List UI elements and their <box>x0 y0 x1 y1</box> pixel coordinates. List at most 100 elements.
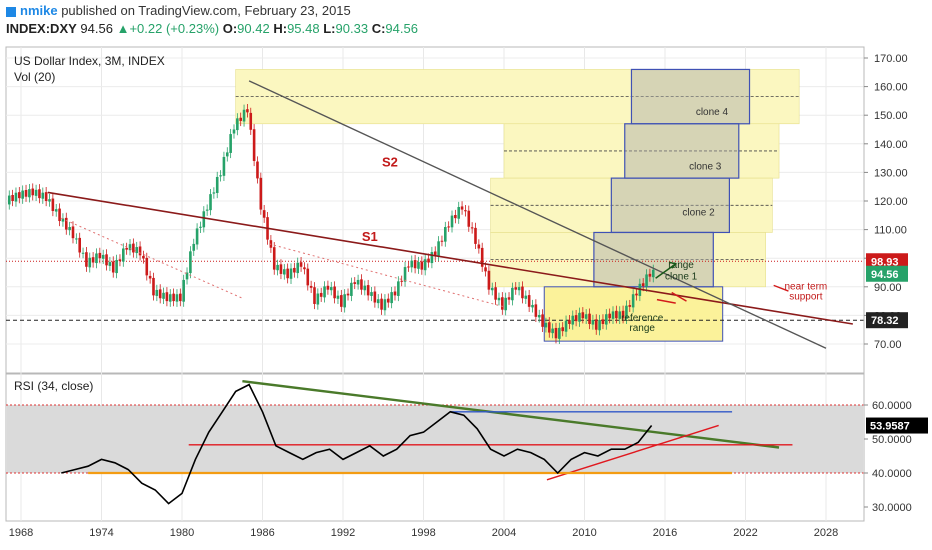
candle <box>440 240 444 242</box>
time-tick-label: 1986 <box>250 527 274 539</box>
candle <box>501 297 504 310</box>
candle <box>460 206 464 210</box>
candle <box>433 251 437 256</box>
candle <box>125 247 128 250</box>
candle <box>437 241 440 256</box>
candle <box>98 252 102 259</box>
time-tick-label: 2028 <box>814 527 838 539</box>
candle <box>209 194 212 211</box>
candle <box>551 328 554 334</box>
candle <box>625 305 628 319</box>
candle <box>303 267 306 270</box>
clone-2[interactable] <box>610 177 730 234</box>
up-arrow-icon <box>655 263 677 279</box>
time-tick-label: 2010 <box>572 527 596 539</box>
candle <box>283 269 286 275</box>
symbol-label[interactable]: INDEX:DXY <box>6 21 77 36</box>
candle <box>511 287 514 301</box>
candle <box>360 279 363 290</box>
candle <box>383 299 387 311</box>
price-badge <box>866 253 908 270</box>
candle <box>561 327 564 332</box>
candle <box>447 226 450 228</box>
candle <box>18 192 21 199</box>
candle <box>222 156 226 176</box>
candle <box>165 292 169 302</box>
price-tick-label: 90.00 <box>874 282 902 294</box>
candle <box>319 292 323 297</box>
main-title: US Dollar Index, 3M, INDEX <box>14 54 165 68</box>
candle <box>605 314 608 325</box>
time-tick-label: 1974 <box>89 527 113 539</box>
candle <box>219 175 222 177</box>
candle <box>95 253 98 264</box>
candle <box>558 327 561 339</box>
candle <box>346 293 350 296</box>
candle <box>611 311 615 319</box>
candle <box>417 262 420 269</box>
candle <box>108 262 112 266</box>
candle <box>591 319 595 325</box>
candle <box>524 295 528 299</box>
time-tick-label: 2004 <box>492 527 516 539</box>
candle <box>403 267 407 282</box>
candle <box>162 292 165 299</box>
candle <box>195 228 199 245</box>
candle <box>279 264 283 274</box>
candle <box>289 268 293 279</box>
candle <box>329 287 333 291</box>
candle <box>340 295 343 307</box>
trendline-S1[interactable] <box>47 191 853 325</box>
candle <box>373 291 377 303</box>
candle <box>531 304 534 308</box>
candle <box>299 262 303 267</box>
price-tick-label: 170.00 <box>874 53 908 65</box>
candle <box>105 254 108 266</box>
candle <box>598 319 601 331</box>
candle <box>537 314 541 318</box>
price-badge-label: 94.56 <box>871 269 899 281</box>
rsi-tick-label: 40.0000 <box>872 468 912 480</box>
candle <box>464 210 467 212</box>
candle <box>645 274 648 287</box>
candle <box>11 194 14 201</box>
candle <box>249 112 253 130</box>
candle <box>430 252 434 264</box>
candle <box>457 207 461 219</box>
candle <box>497 297 501 301</box>
candle <box>427 258 430 263</box>
candle <box>594 319 598 330</box>
publish-line: nmike published on TradingView.com, Febr… <box>6 3 351 18</box>
author-name[interactable]: nmike <box>20 3 58 18</box>
rsi-line[interactable] <box>61 383 653 505</box>
candle <box>467 210 471 227</box>
candle <box>64 217 68 230</box>
candle <box>256 161 259 179</box>
clone-4[interactable] <box>630 68 751 125</box>
rsi-downtrend[interactable] <box>242 380 780 449</box>
trendline-dotted-1[interactable] <box>61 217 243 299</box>
candle <box>574 315 578 322</box>
candle <box>484 267 487 272</box>
candle <box>152 277 155 296</box>
trendline-dotted-2[interactable] <box>269 243 505 308</box>
low-value: 90.33 <box>335 21 369 36</box>
open-value: 90.42 <box>237 21 270 36</box>
candle <box>333 286 336 299</box>
rsi-uptrend[interactable] <box>546 424 719 481</box>
candle <box>115 259 118 274</box>
candle <box>343 294 346 308</box>
candle <box>41 192 45 199</box>
support-arrow-icon <box>773 284 789 292</box>
candle <box>259 177 263 210</box>
candle <box>85 252 88 267</box>
candle <box>51 198 55 212</box>
candle <box>423 259 427 271</box>
clone-3[interactable] <box>624 123 740 179</box>
candle <box>323 286 326 298</box>
candle <box>454 215 457 219</box>
candle <box>588 313 591 324</box>
candle <box>54 209 58 212</box>
trendline-S2[interactable] <box>248 80 827 349</box>
